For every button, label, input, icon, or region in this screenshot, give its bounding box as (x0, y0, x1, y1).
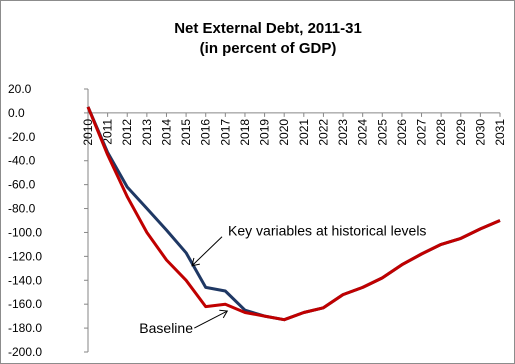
key-variables-arrow (191, 236, 223, 267)
y-tick-label: -180.0 (8, 321, 42, 335)
x-tick-label: 2015 (179, 119, 193, 146)
key-variables-label: Key variables at historical levels (228, 223, 426, 239)
x-tick-label: 2022 (316, 119, 330, 146)
y-tick-label: 0.0 (8, 106, 25, 120)
chart-title-line-2: (in percent of GDP) (200, 40, 337, 57)
x-tick-label: 2021 (297, 119, 311, 146)
x-tick-label: 2013 (140, 119, 154, 146)
y-tick-label: -60.0 (8, 178, 36, 192)
annotations: Key variables at historical levels Baseli… (139, 223, 426, 336)
x-tick-label: 2026 (395, 119, 409, 146)
baseline-label: Baseline (139, 320, 193, 336)
x-tick-label: 2028 (434, 119, 448, 146)
axes: 20.0 0.0 -20.0 -40.0 -60.0 -80.0 -100.0 -120.0 -… (8, 82, 507, 359)
x-tick-label: 2025 (375, 119, 389, 146)
chart-title-line-1: Net External Debt, 2011-31 (174, 20, 362, 37)
x-tick-label: 2023 (336, 119, 350, 146)
x-tick-label: 2014 (159, 119, 173, 146)
x-tick-label: 2019 (258, 119, 272, 146)
series-line-1 (86, 106, 501, 322)
y-tick-label: -200.0 (8, 345, 42, 359)
y-tick-label: -140.0 (8, 273, 42, 287)
x-tick-label: 2031 (493, 119, 507, 146)
key-variables-arrow-head (191, 257, 200, 267)
y-tick-label: -20.0 (8, 130, 36, 144)
x-tick-label: 2016 (199, 119, 213, 146)
x-tick-label: 2030 (473, 119, 487, 146)
y-tick-label: -160.0 (8, 297, 42, 311)
y-tick-label: 20.0 (8, 82, 32, 96)
y-tick-label: -80.0 (8, 202, 36, 216)
x-tick-label: 2024 (356, 119, 370, 146)
x-tick-label: 2012 (120, 119, 134, 146)
baseline-arrow-head (219, 309, 229, 319)
x-tick-label: 2017 (218, 119, 232, 146)
x-tick-label: 2020 (277, 119, 291, 146)
x-tick-label: 2018 (238, 119, 252, 146)
baseline-arrow (194, 310, 228, 329)
y-tick-label: -120.0 (8, 249, 42, 263)
y-tick-label: -40.0 (8, 154, 36, 168)
series-lines (86, 106, 501, 322)
x-tick-label: 2029 (454, 119, 468, 146)
x-tick-label: 2010 (81, 119, 95, 146)
y-tick-label: -100.0 (8, 225, 42, 239)
x-tick-label: 2027 (415, 119, 429, 146)
x-tick-label: 2011 (101, 119, 115, 145)
